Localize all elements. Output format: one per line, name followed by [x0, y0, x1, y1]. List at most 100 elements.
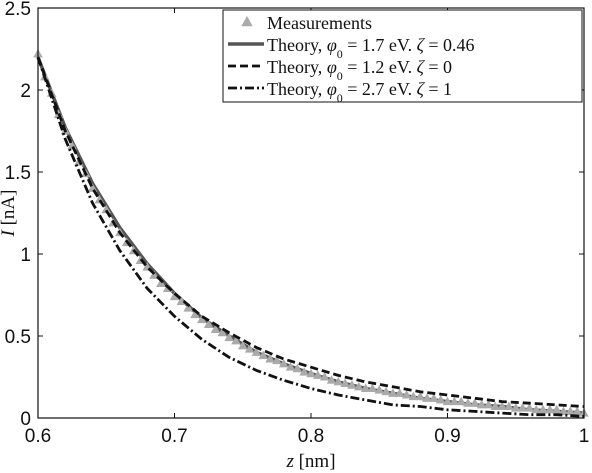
measurement-point	[497, 401, 507, 411]
legend-phi: φ	[327, 35, 337, 55]
x-axis-label: z [nm]	[285, 451, 335, 472]
x-tick-label: 0.7	[161, 426, 187, 447]
x-tick-label: 0.8	[298, 426, 324, 447]
legend-rest: = 1.2 eV.	[343, 57, 417, 77]
legend-tail: = 0	[424, 57, 452, 77]
measurement-point	[313, 370, 323, 379]
measurement-point	[524, 403, 535, 412]
legend-prefix: Theory,	[267, 57, 322, 77]
measurement-point	[442, 396, 453, 406]
measurement-point	[565, 406, 576, 415]
x-tick-label: 1	[579, 426, 590, 447]
legend-tail: = 1	[424, 79, 452, 99]
measurement-point	[217, 327, 228, 337]
measurement-point	[476, 399, 487, 409]
legend-label-theory-2: Theory, φ0 = 1.2 eV. ζ = 0	[267, 57, 452, 83]
measurement-point	[388, 388, 398, 397]
y-tick-label: 1	[20, 245, 31, 266]
measurement-point	[381, 386, 391, 396]
measurement-point	[415, 391, 425, 401]
measurement-point	[333, 376, 344, 386]
legend-phi-sub: 0	[337, 69, 343, 83]
measurement-point	[169, 291, 180, 301]
legend-swatches	[228, 16, 264, 90]
y-tick-label: 2.5	[5, 0, 31, 20]
measurement-point	[504, 401, 514, 411]
measurement-point	[360, 383, 371, 392]
measurement-point	[531, 404, 541, 414]
measurement-point	[401, 390, 412, 399]
x-axis-unit: [nm]	[299, 451, 336, 472]
measurement-point	[429, 393, 439, 402]
legend-rest: = 2.7 eV.	[343, 79, 417, 99]
measurement-point	[292, 363, 303, 373]
measurement-point	[156, 278, 166, 288]
legend-zeta: ζ	[417, 79, 426, 99]
legend-zeta: ζ	[417, 35, 426, 55]
measurement-point	[265, 353, 275, 363]
legend-label-theory-1: Theory, φ0 = 1.7 eV. ζ = 0.46	[267, 35, 475, 61]
y-tick-label: 2	[20, 81, 31, 102]
measurement-point	[238, 340, 248, 350]
measurement-point	[490, 401, 501, 411]
y-tick-label: 0	[20, 409, 31, 430]
measurement-point	[319, 372, 330, 381]
legend-label-theory-3: Theory, φ0 = 2.7 eV. ζ = 1	[267, 79, 452, 105]
measurement-point	[572, 406, 582, 415]
ticks-layer: 0.6 0.7 0.8 0.9 1 0 0.5 1 1.5 2 2.5	[5, 0, 590, 447]
legend-phi: φ	[327, 57, 337, 77]
measurement-point	[517, 403, 528, 412]
measurement-point	[538, 404, 548, 414]
measurement-point	[224, 332, 234, 342]
measurement-point	[258, 350, 268, 360]
measurement-point	[203, 319, 214, 329]
measurement-point	[190, 309, 200, 319]
y-tick-label: 1.5	[5, 163, 31, 184]
measurement-point	[326, 375, 337, 384]
plot-frame	[37, 7, 585, 419]
series-line-theory-2	[36, 56, 585, 408]
legend: Measurements Theory, φ0 = 1.7 eV. ζ = 0.…	[222, 9, 583, 105]
legend-phi-sub: 0	[337, 47, 343, 61]
x-tick-label: 0.6	[25, 426, 51, 447]
legend-phi-sub: 0	[337, 91, 343, 105]
measurement-point	[278, 358, 289, 368]
y-tick-label: 0.5	[5, 327, 31, 348]
legend-prefix: Theory,	[267, 35, 322, 55]
measurement-point	[456, 396, 466, 406]
measurement-point	[367, 383, 378, 392]
measurement-point	[197, 314, 207, 324]
series-line-theory-3	[36, 56, 585, 418]
measurement-point	[149, 270, 159, 279]
y-axis-label: I [nA]	[0, 190, 19, 238]
measurement-point	[422, 393, 432, 402]
legend-prefix: Theory,	[267, 79, 322, 99]
measurement-point	[408, 391, 419, 401]
measurement-point	[449, 396, 460, 406]
legend-tail: = 0.46	[424, 35, 475, 55]
measurement-point	[347, 380, 357, 389]
legend-swatch-measurements	[241, 16, 253, 27]
measurement-point	[244, 344, 255, 353]
measurement-point	[354, 381, 364, 391]
measurement-point	[545, 404, 555, 414]
measurement-point	[551, 404, 562, 414]
measurement-point	[394, 388, 405, 397]
y-axis-unit: [nA]	[0, 190, 19, 226]
measurement-point	[251, 347, 262, 356]
measurement-point	[272, 355, 282, 365]
x-tick-label: 0.9	[434, 426, 460, 447]
measurement-point	[210, 324, 221, 333]
measurement-point	[101, 204, 111, 214]
y-axis-var: I	[0, 228, 19, 237]
legend-phi: φ	[327, 79, 337, 99]
measurement-point	[299, 367, 309, 376]
legend-label-measurements: Measurements	[267, 13, 372, 33]
legend-rest: = 1.7 eV.	[343, 35, 417, 55]
measurement-point	[558, 406, 569, 415]
measurement-point	[285, 362, 296, 371]
legend-zeta: ζ	[417, 57, 426, 77]
measurement-point	[470, 398, 480, 407]
measurement-point	[306, 368, 316, 378]
